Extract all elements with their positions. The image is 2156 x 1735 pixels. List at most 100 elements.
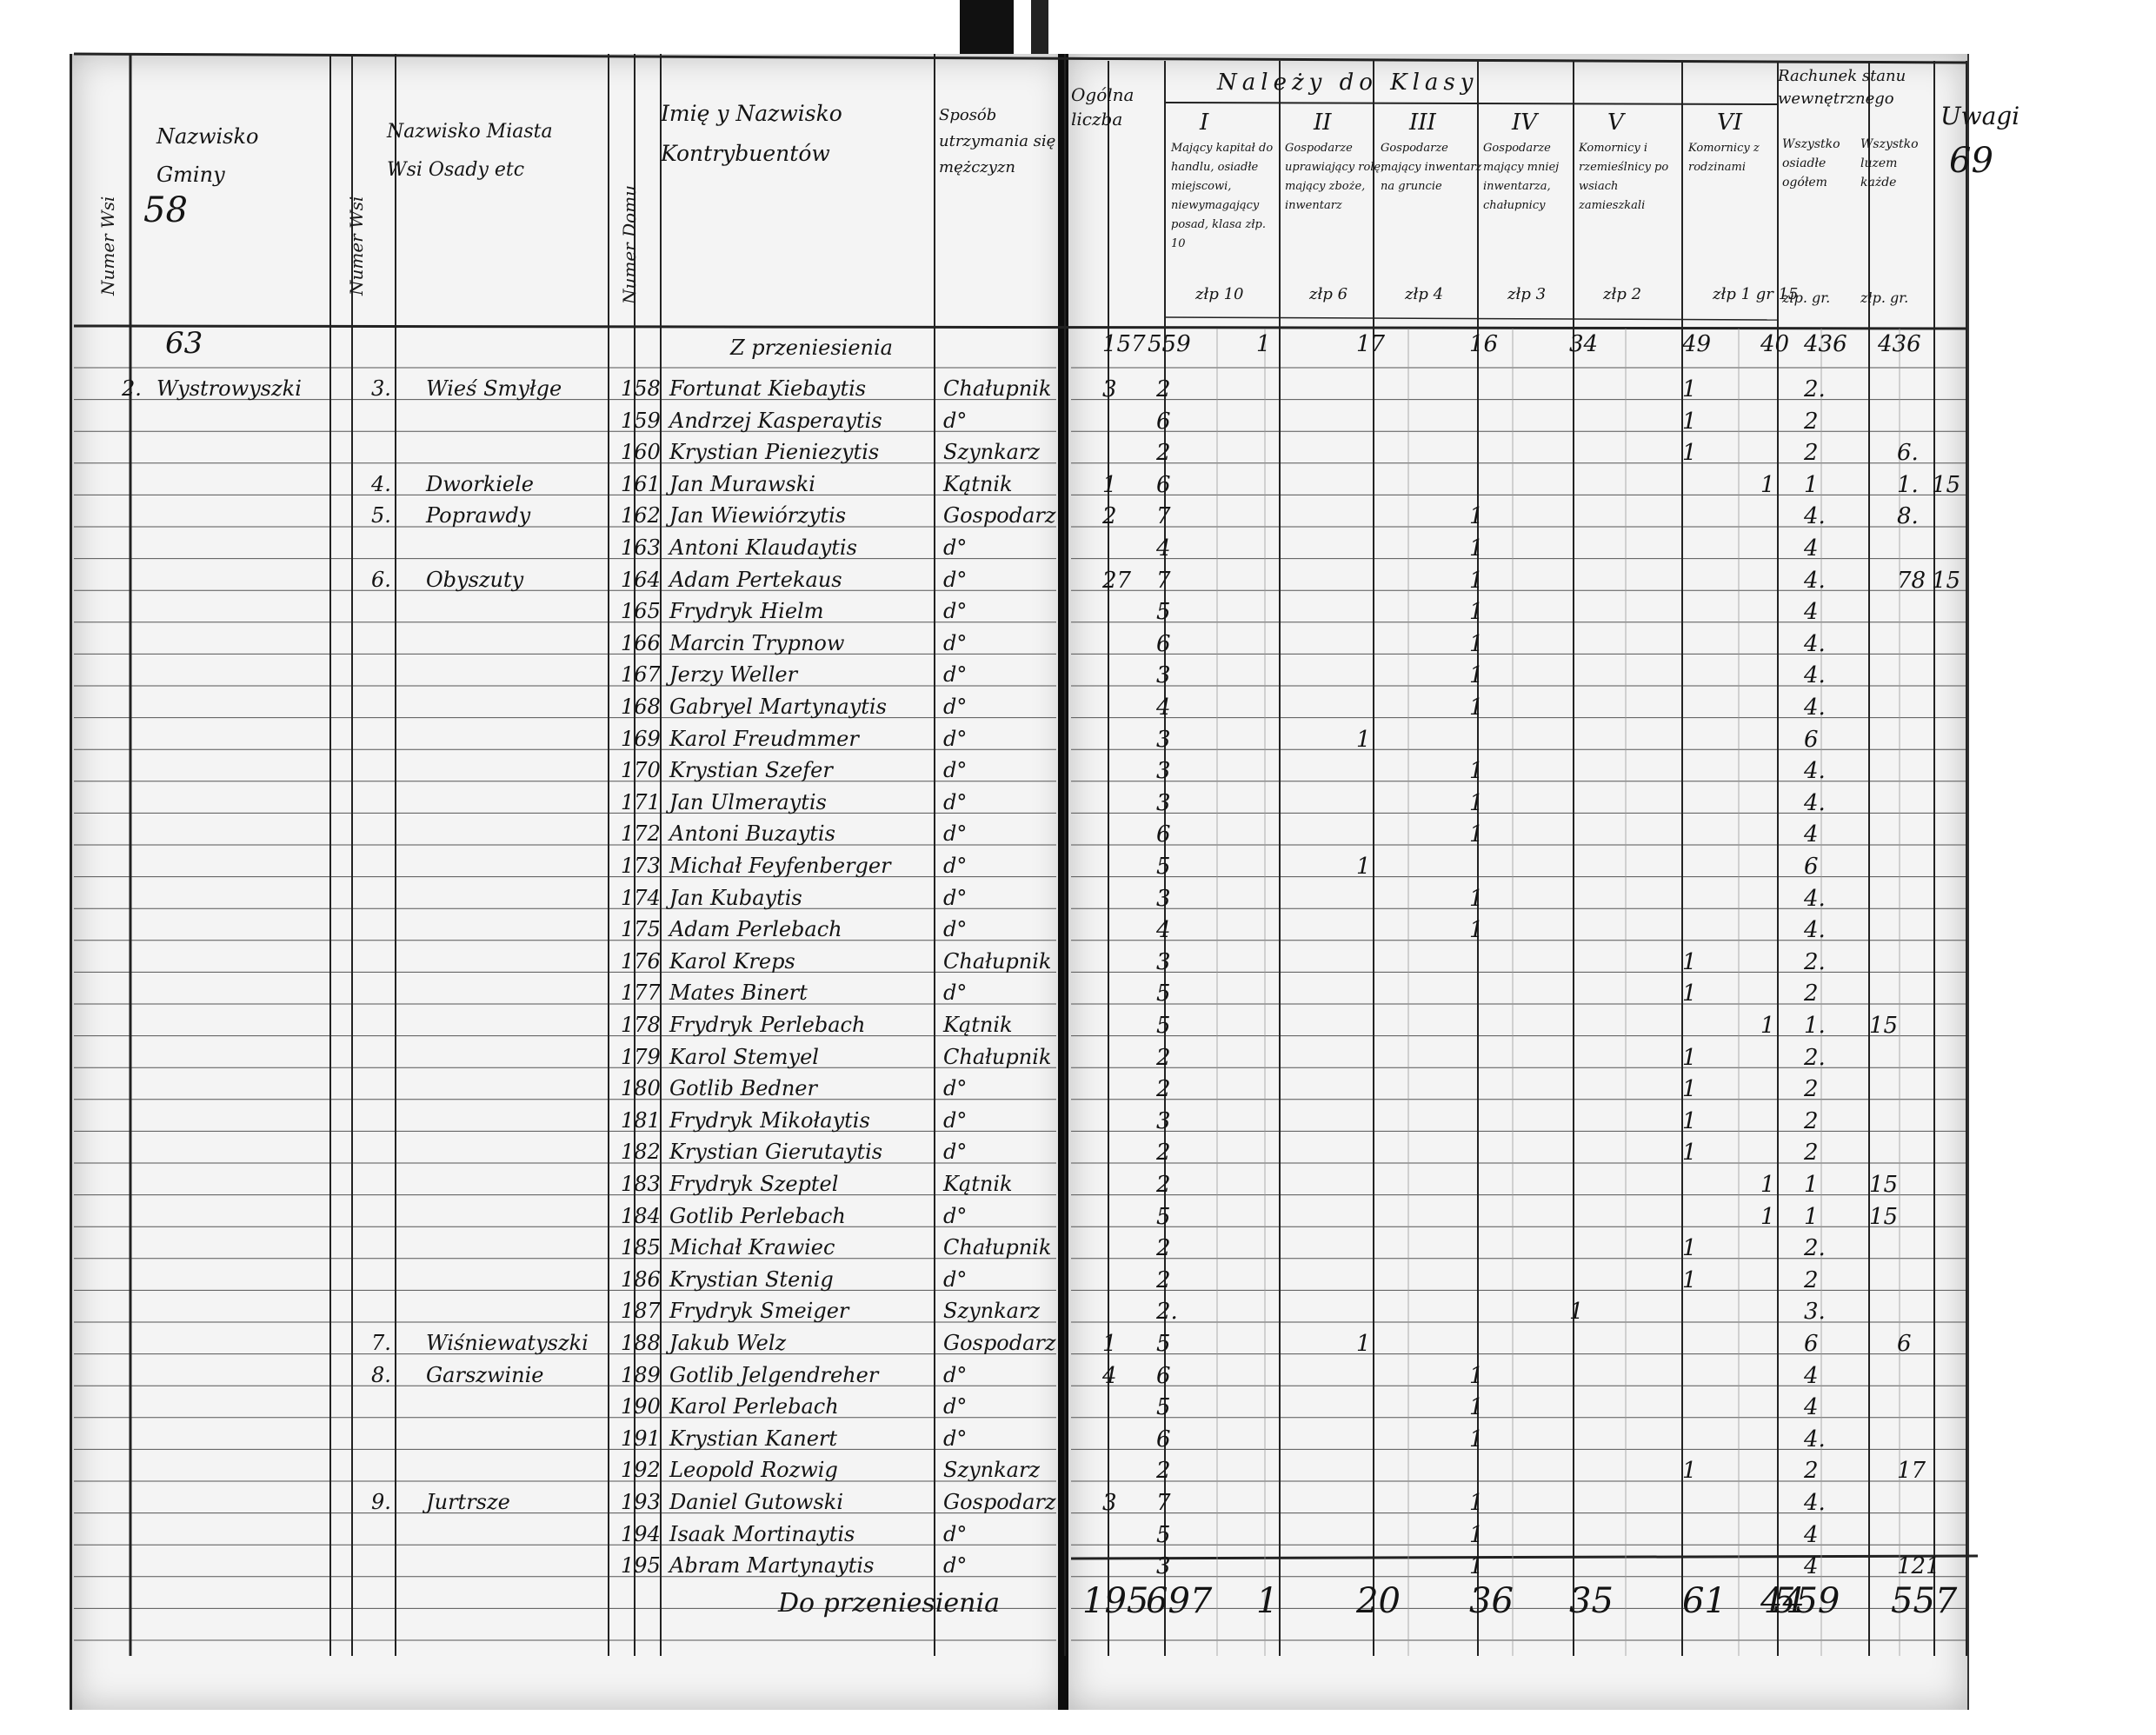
class-numeral-2: II [1314,110,1332,136]
transfer-in-liczba: 559 [1148,331,1191,357]
cell-imie: Leopold Rozwig [669,1458,838,1483]
cell-liczba: 6 [1156,1426,1171,1452]
class-desc-2: Gospodarze uprawiający rolę, mający zboż… [1285,142,1385,212]
cell-imie: Gotlib Perlebach [669,1203,846,1228]
cell-liczba: 3 [1156,726,1171,753]
cell-sposob: Chałupnik [943,1044,1052,1069]
cell-rachunek-1: 3. [1804,1299,1826,1326]
cell-liczba: 3 [1156,948,1171,975]
cell-rachunek-1: 2 [1804,1140,1819,1167]
cell-imie: Gotlib Bedner [669,1076,817,1101]
cell-sposob: Kątnik [943,1013,1013,1037]
cell-wsi-no: 2. [122,376,142,401]
cell-dom: 171 [621,789,661,814]
cell-imie: Jerzy Weller [669,662,798,688]
rachunek-unit-1: złp. gr. [1782,289,1831,306]
cell-dom: 184 [621,1203,661,1228]
cell-liczba: 5 [1156,854,1171,880]
header-rachunek: Rachunek stanu wewnętrznego [1778,67,1906,108]
class-rate-1: złp 10 [1195,285,1244,303]
cell-imie: Krystian Szefer [669,758,833,783]
cell-liczba: 3 [1156,1553,1171,1580]
cell-miejsce: Wieś Smyłge [426,376,562,401]
cell-dom: 186 [621,1266,661,1292]
cell-class-3: 1 [1469,630,1484,657]
cell-sposob: d° [943,854,968,878]
class-numeral-6: VI [1717,110,1743,136]
cell-rachunek-1: 4. [1804,758,1826,785]
cell-rachunek-1: 4 [1804,821,1819,848]
cell-class-5: 1 [1682,1458,1697,1485]
cell-sposob: d° [943,1266,968,1292]
cell-sposob: Gospodarz [943,1490,1056,1514]
cell-dom: 185 [621,1235,661,1260]
cell-imie: Jakub Welz [669,1331,787,1355]
cell-class-3: 1 [1469,821,1484,848]
cell-dom: 176 [621,948,661,974]
cell-miejsce-no: 6. [371,567,391,592]
cell-dom: 182 [621,1140,661,1165]
cell-class-3: 1 [1469,535,1484,562]
cell-rachunek-1: 4 [1804,1521,1819,1548]
header-numer-domu: Numer Domu [619,184,640,304]
right-page-number: 69 [1949,141,1993,181]
cell-liczba: 3 [1156,789,1171,816]
left-page [70,54,1068,1710]
header-nazwisko-miasta: Nazwisko Miasta Wsi Osady etc [387,121,553,181]
cell-dom: 189 [621,1362,661,1387]
cell-class-3: 1 [1469,567,1484,594]
transfer-in-class-4: 34 [1569,331,1599,357]
cell-liczba: 2 [1156,440,1171,467]
cell-gmina: Wystrowyszki [156,376,302,401]
cell-imie: Jan Wiewiórzytis [669,503,847,528]
class-numeral-5: V [1607,110,1624,136]
cell-class-3: 1 [1469,1521,1484,1548]
header-numer-wsi: Numer Wsi [97,196,118,296]
cell-rachunek-1: 2 [1804,1458,1819,1485]
cell-dom: 160 [621,440,661,465]
cell-rachunek-1: 6 [1804,854,1819,880]
transfer-in-class-2: 17 [1356,331,1386,357]
cell-imie: Jan Kubaytis [669,885,802,910]
cell-ogolna: 1 [1102,471,1117,498]
cell-imie: Jan Ulmeraytis [669,789,827,814]
cell-imie: Krystian Gierutaytis [669,1140,883,1165]
cell-class-3: 1 [1469,695,1484,721]
cell-sposob: d° [943,758,968,783]
cell-sposob: Gospodarz [943,503,1056,528]
cell-dom: 190 [621,1394,661,1419]
cell-rachunek-1: 4. [1804,885,1826,912]
rachunek-sub-2: Wszystko luzem każde [1860,137,1919,189]
cell-class-5: 1 [1682,981,1697,1007]
cell-class-3: 1 [1469,599,1484,626]
cell-sposob: d° [943,1203,968,1228]
cell-imie: Krystian Pieniezytis [669,440,880,465]
transfer-out-r2: 557 [1891,1581,1958,1621]
cell-class-5: 1 [1682,948,1697,975]
cell-dom: 191 [621,1426,661,1451]
cell-rachunek-1: 6 [1804,1331,1819,1357]
cell-class-5: 1 [1682,1076,1697,1103]
header-sposob: Sposób utrzymania się mężczyzn [939,106,1056,176]
class-numeral-1: I [1200,110,1209,136]
cell-dom: 158 [621,376,661,401]
cell-ogolna: 3 [1102,376,1117,402]
cell-sposob: Szynkarz [943,1299,1041,1324]
cell-liczba: 3 [1156,885,1171,912]
cell-rachunek-1: 1 [1804,1172,1819,1198]
cell-class-5: 1 [1682,376,1697,402]
cell-dom: 179 [621,1044,661,1069]
cell-dom: 194 [621,1521,661,1546]
class-rate-rule [1164,316,1779,321]
cell-rachunek-2: 6 [1897,1331,1912,1357]
cell-class-3: 1 [1469,1553,1484,1580]
right-page [1068,54,1969,1710]
cell-liczba: 6 [1156,1362,1171,1389]
cell-uwagi: 15 [1869,1172,1899,1198]
cell-sposob: Gospodarz [943,1331,1056,1355]
cell-sposob: d° [943,1553,968,1579]
cell-sposob: d° [943,630,968,655]
cell-liczba: 2 [1156,1172,1171,1198]
cell-liczba: 2 [1156,1458,1171,1485]
